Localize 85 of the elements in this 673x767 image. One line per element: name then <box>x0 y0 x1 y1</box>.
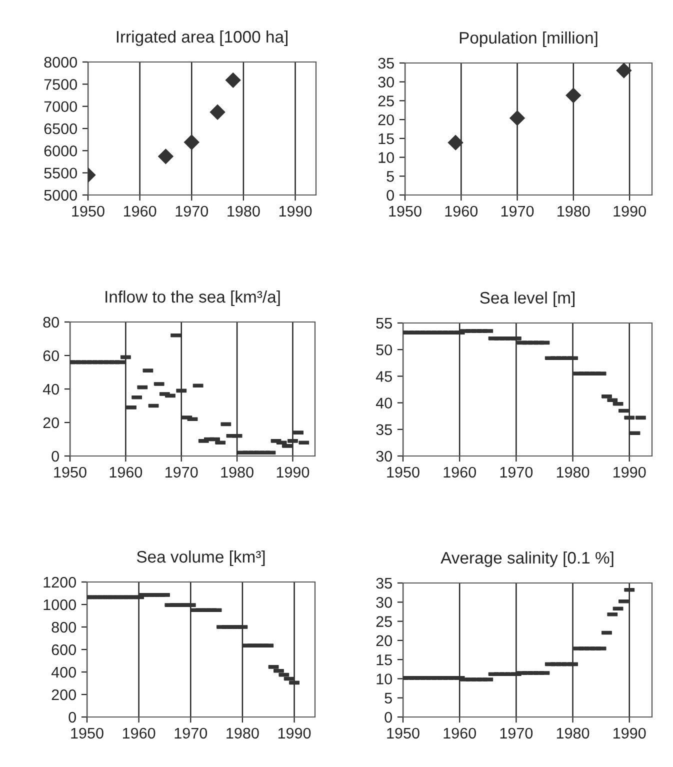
y-tick-label: 6000 <box>44 146 77 156</box>
point <box>210 104 226 120</box>
x-tick-label: 1990 <box>614 728 646 739</box>
y-tick-label: 35 <box>376 578 392 589</box>
x-tick-label: 1970 <box>500 728 533 739</box>
x-tick-label: 1970 <box>166 466 198 478</box>
y-tick-label: 15 <box>376 654 392 666</box>
x-tick-label: 1970 <box>176 206 208 217</box>
x-tick-label: 1960 <box>110 466 142 478</box>
y-tick-label: 400 <box>51 666 76 678</box>
x-tick-label: 1970 <box>174 728 208 739</box>
y-tick-label: 30 <box>378 76 394 88</box>
x-tick-label: 1980 <box>558 206 590 217</box>
y-tick-label: 50 <box>376 344 392 356</box>
y-tick-label: 30 <box>376 597 392 608</box>
x-tick-label: 1950 <box>387 466 420 478</box>
x-tick-label: 1990 <box>278 728 311 739</box>
x-tick-label: 1950 <box>387 728 420 739</box>
y-tick-label: 20 <box>378 114 394 126</box>
y-tick-label: 1000 <box>44 599 76 610</box>
chart-title: Average salinity [0.1 %] <box>440 551 614 568</box>
y-tick-label: 20 <box>43 417 59 428</box>
y-tick-label: 60 <box>43 350 59 362</box>
y-tick-label: 55 <box>376 318 392 329</box>
y-tick-label: 30 <box>376 450 392 462</box>
chart-title: Population [million] <box>460 31 598 48</box>
y-tick-label: 10 <box>376 674 392 684</box>
point <box>616 63 632 78</box>
chart-title: Irrigated area [1000 ha] <box>116 30 288 46</box>
y-tick-label: 1200 <box>44 576 76 588</box>
y-tick-label: 5 <box>386 171 394 182</box>
y-tick-label: 40 <box>376 398 392 408</box>
point <box>510 110 525 126</box>
x-tick-label: 1950 <box>71 728 104 739</box>
x-tick-label: 1990 <box>279 206 312 217</box>
y-tick-label: 6500 <box>44 123 77 134</box>
x-tick-label: 1950 <box>389 206 422 217</box>
x-tick-label: 1950 <box>54 466 86 478</box>
x-tick-label: 1990 <box>276 466 310 478</box>
y-tick-label: 35 <box>378 58 394 69</box>
y-tick-label: 8000 <box>44 56 77 68</box>
y-tick-label: 7000 <box>44 101 77 112</box>
y-tick-label: 15 <box>378 133 394 144</box>
y-tick-label: 45 <box>376 371 392 382</box>
x-tick-label: 1960 <box>444 466 476 478</box>
y-tick-label: 5500 <box>44 168 77 179</box>
y-tick-label: 25 <box>376 616 392 627</box>
point <box>158 148 174 164</box>
x-tick-label: 1980 <box>228 206 260 217</box>
chart-title: Sea volume [km³] <box>136 550 265 566</box>
point <box>566 88 581 104</box>
x-tick-label: 1980 <box>556 466 590 478</box>
y-tick-label: 40 <box>42 384 59 395</box>
y-tick-label: 25 <box>378 96 394 106</box>
point <box>226 72 241 88</box>
y-tick-label: 7500 <box>44 79 77 90</box>
y-tick-label: 80 <box>43 316 59 328</box>
y-tick-label: 5 <box>384 692 392 704</box>
point <box>448 135 464 150</box>
y-tick-label: 0 <box>52 450 59 462</box>
x-tick-label: 1960 <box>444 728 476 739</box>
chart-title: Sea level [m] <box>480 291 574 308</box>
x-tick-label: 1960 <box>124 206 156 217</box>
x-tick-label: 1950 <box>72 206 104 217</box>
x-tick-label: 1990 <box>614 206 646 217</box>
x-tick-label: 1960 <box>445 206 478 217</box>
y-tick-label: 0 <box>386 190 394 201</box>
y-tick-label: 600 <box>52 644 76 656</box>
y-tick-label: 10 <box>378 152 394 163</box>
x-tick-label: 1980 <box>221 466 254 478</box>
y-tick-label: 200 <box>52 689 76 700</box>
y-tick-label: 0 <box>384 712 392 723</box>
x-tick-label: 1960 <box>122 728 156 739</box>
y-tick-label: 5000 <box>44 190 77 201</box>
x-tick-label: 1990 <box>614 466 646 478</box>
y-tick-label: 35 <box>376 424 392 436</box>
y-tick-label: 20 <box>376 635 392 646</box>
point <box>184 134 200 150</box>
chart-title: Inflow to the sea [km³/a] <box>106 290 280 306</box>
x-tick-label: 1980 <box>556 728 590 739</box>
x-tick-label: 1970 <box>501 206 534 217</box>
x-tick-label: 1980 <box>226 728 259 739</box>
y-tick-label: 0 <box>68 712 76 723</box>
x-tick-label: 1970 <box>500 466 533 478</box>
y-tick-label: 800 <box>52 622 76 633</box>
